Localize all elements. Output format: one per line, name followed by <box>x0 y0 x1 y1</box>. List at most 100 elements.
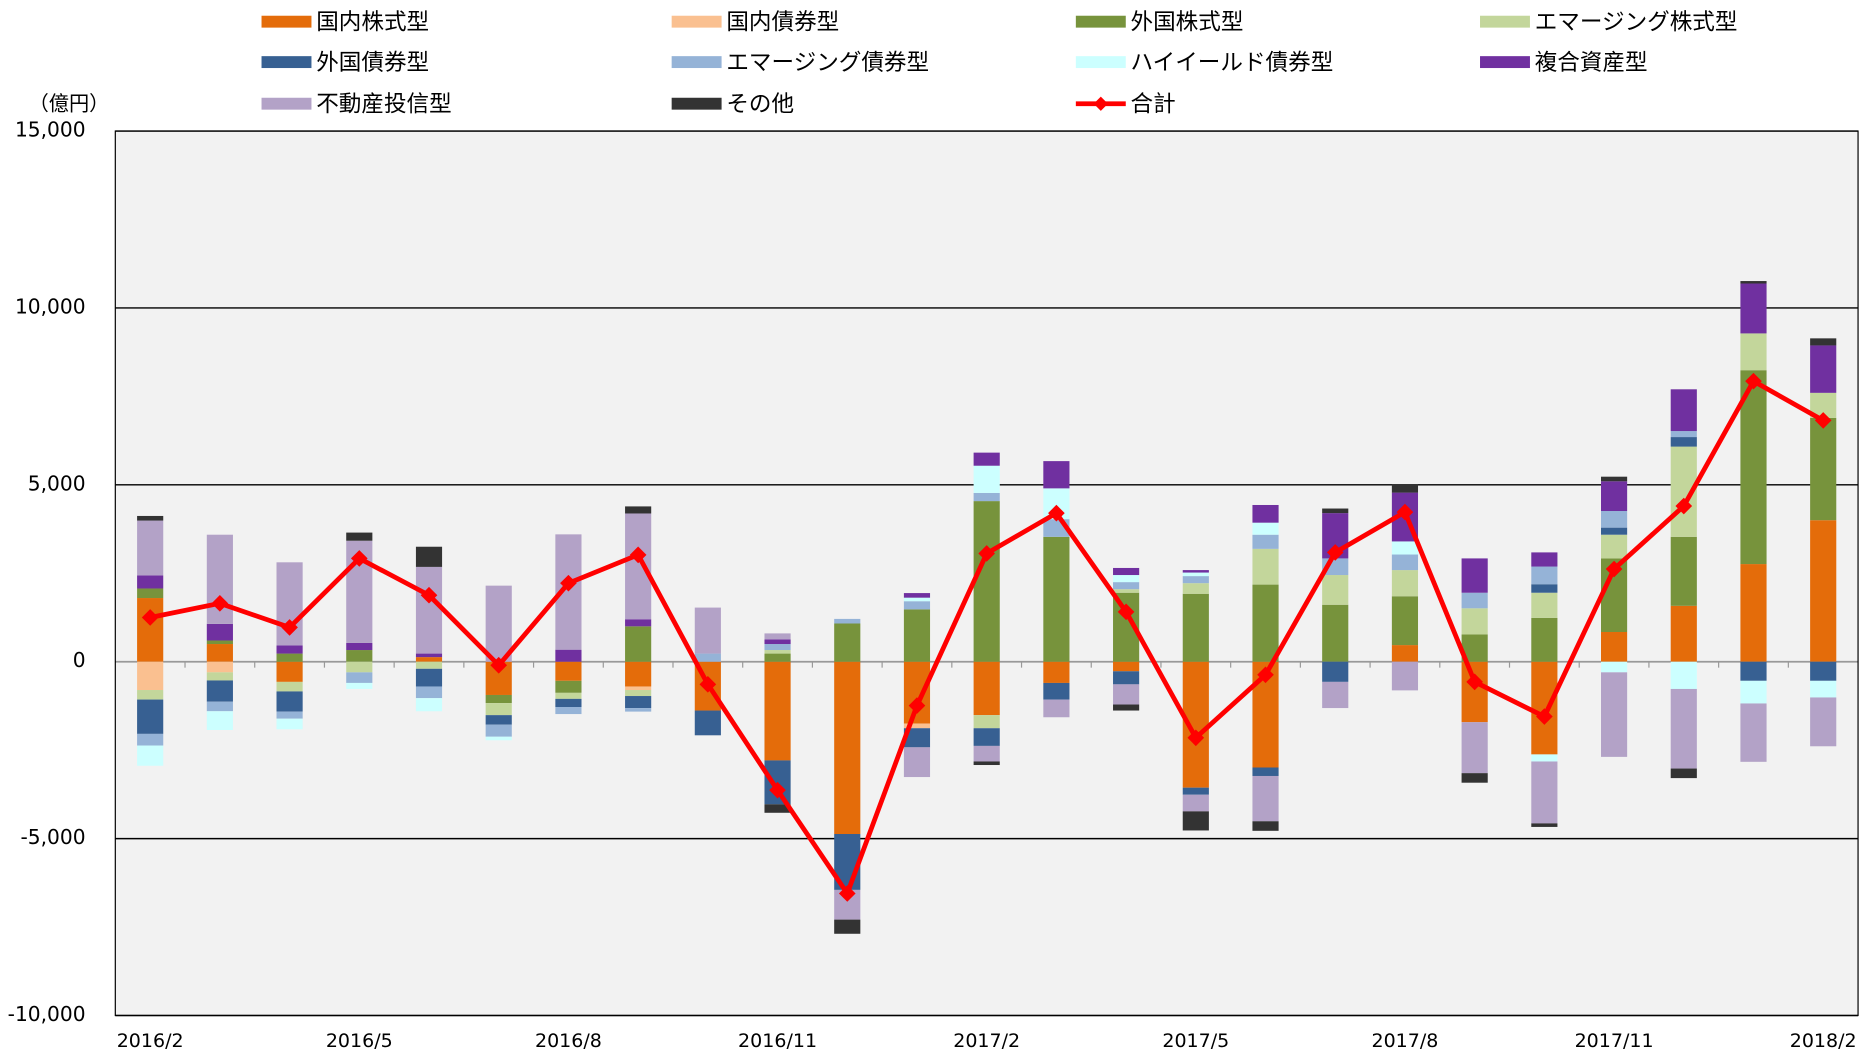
bar-segment <box>625 506 652 514</box>
bar-segment <box>137 661 164 691</box>
legend-label: 外国株式型 <box>1131 9 1244 35</box>
total-marker <box>1814 412 1832 429</box>
bar-segment <box>973 728 1000 746</box>
total-marker <box>1326 544 1344 561</box>
bar-segment <box>1670 768 1697 779</box>
bar-segment <box>1531 661 1558 755</box>
bar-segment <box>1670 389 1697 432</box>
bar-segment <box>1670 536 1697 606</box>
plot-border <box>114 130 1859 1017</box>
y-tick-label: 15,000 <box>15 118 86 142</box>
bar-segment <box>764 639 791 645</box>
bar-segment <box>1113 661 1140 672</box>
bar-segment <box>1670 605 1697 662</box>
bar-segment <box>625 696 652 709</box>
bar-segment <box>206 680 233 702</box>
bar-segment <box>1252 767 1279 776</box>
bar-segment <box>276 681 303 692</box>
bar-segment <box>973 761 1000 766</box>
bar-segment <box>1391 596 1419 646</box>
legend-swatch <box>1480 56 1530 69</box>
total-marker <box>1536 708 1553 725</box>
bar-segment <box>276 718 303 730</box>
total-marker <box>1257 666 1274 684</box>
bar-segment <box>415 698 443 712</box>
bar-segment <box>346 682 373 689</box>
bar-segment <box>137 745 164 766</box>
bar-segment <box>415 661 443 669</box>
bar-segment <box>625 619 652 627</box>
legend-label: ハイイールド債券型 <box>1131 50 1334 76</box>
bar-segment <box>137 690 164 700</box>
bar-segment <box>555 692 582 699</box>
total-marker <box>629 546 647 564</box>
legend-swatch <box>671 56 722 69</box>
total-marker <box>1466 673 1483 691</box>
bar-segment <box>1043 682 1070 700</box>
bar-segment <box>1600 661 1628 673</box>
bar-segment <box>555 680 582 693</box>
legend-label: その他 <box>726 91 794 117</box>
bar-segment <box>1740 281 1767 284</box>
total-marker <box>1048 504 1065 522</box>
bar-segment <box>1531 592 1558 618</box>
bar-segment <box>903 723 931 729</box>
y-axis-label: （億円） <box>29 91 110 115</box>
bar-segment <box>1182 570 1209 573</box>
bar-segment <box>346 532 373 541</box>
bar-segment <box>137 699 164 734</box>
bar-segment <box>1182 811 1209 831</box>
bar-segment <box>1740 703 1767 762</box>
total-marker <box>1605 560 1623 578</box>
total-marker <box>141 609 159 626</box>
bar-segment <box>1810 338 1837 346</box>
bar-segment <box>1461 661 1488 723</box>
bar-segment <box>346 672 373 683</box>
total-marker <box>1745 372 1762 390</box>
bar-segment <box>555 698 582 707</box>
total-marker <box>1675 497 1693 515</box>
bar-segment <box>625 661 652 687</box>
bar-segment <box>625 513 652 620</box>
legend-label: 外国債券型 <box>316 50 429 76</box>
bar-segment <box>206 644 233 662</box>
bar-segment <box>1531 617 1558 662</box>
bar-segment <box>1113 582 1140 590</box>
x-tick-label: 2016/2 <box>117 1030 184 1052</box>
bar-segment <box>1252 821 1279 831</box>
bar-segment <box>1670 437 1697 447</box>
bar-segment <box>1531 823 1558 827</box>
bar-segment <box>137 575 164 589</box>
bar-segment <box>903 747 931 778</box>
x-tick-label: 2018/2 <box>1790 1030 1857 1052</box>
bar-segment <box>415 686 443 699</box>
bar-segment <box>1182 572 1209 577</box>
bar-segment <box>555 706 582 715</box>
bar-segment <box>973 661 1000 716</box>
y-tick-label: -10,000 <box>8 1002 86 1026</box>
bar-segment <box>764 644 791 651</box>
bar-segment <box>1740 661 1767 681</box>
legend-swatch <box>261 15 312 28</box>
bar-segment <box>625 690 652 697</box>
bar-segment <box>346 650 373 662</box>
bar-segment <box>903 601 931 610</box>
bar-segment <box>276 661 303 682</box>
total-marker <box>1187 729 1205 747</box>
bar-segment <box>903 593 931 598</box>
bar-segment <box>1531 566 1558 585</box>
bar-segment <box>1322 508 1349 514</box>
bar-segment <box>764 633 791 640</box>
bar-segment <box>834 618 861 624</box>
bar-segment <box>206 661 233 673</box>
bar-segment <box>1252 522 1279 535</box>
bar-segment <box>1182 583 1209 594</box>
bar-segment <box>485 715 512 725</box>
bar-segment <box>764 653 791 662</box>
bar-segment <box>1113 704 1140 711</box>
total-marker <box>490 656 508 674</box>
bar-segment <box>1461 722 1488 774</box>
bar-segment <box>206 672 233 681</box>
bar-segment <box>1740 680 1767 704</box>
